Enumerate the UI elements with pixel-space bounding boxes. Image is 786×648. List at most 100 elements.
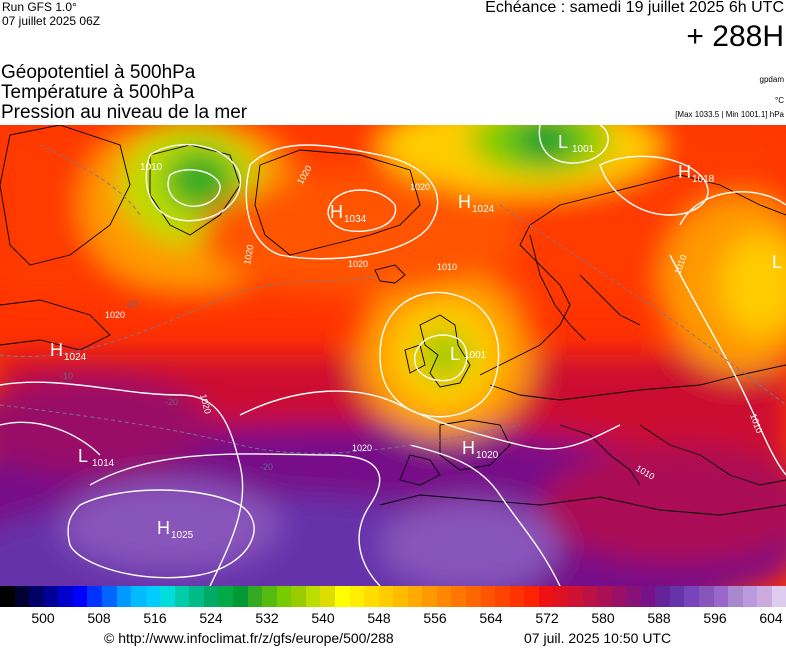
- svg-text:1034: 1034: [344, 214, 367, 225]
- color-scale-swatch: [203, 586, 219, 607]
- color-scale-swatch: [495, 586, 510, 607]
- color-scale-swatch: [305, 586, 321, 607]
- svg-text:L: L: [558, 132, 568, 152]
- isobar-label: 1020: [352, 443, 372, 453]
- color-scale-swatch: [509, 586, 525, 607]
- isotherms: [0, 144, 786, 454]
- color-scale-swatch: [699, 586, 714, 607]
- title-temperature: Température à 500hPa: [1, 82, 195, 103]
- color-scale-swatch: [480, 586, 496, 607]
- color-scale-swatch: [669, 586, 685, 607]
- color-scale-swatch: [291, 586, 306, 607]
- svg-text:1024: 1024: [472, 204, 495, 215]
- color-scale-swatch: [728, 586, 743, 607]
- svg-text:H: H: [678, 162, 691, 182]
- title-pressure: Pression au niveau de la mer: [1, 102, 248, 123]
- color-scale-swatch: [0, 586, 15, 607]
- isobar-label: 1020: [105, 310, 125, 320]
- color-scale-swatch: [174, 586, 190, 607]
- svg-text:1020: 1020: [476, 450, 499, 461]
- color-scale-swatch: [713, 586, 729, 607]
- title-geopotential: Géopotentiel à 500hPa: [1, 62, 196, 83]
- color-scale-tick: 604: [759, 610, 783, 626]
- svg-text:1024: 1024: [64, 352, 87, 363]
- color-scale-ticks: 500 508 516 524 532 540 548 556 564 572 580 588 596 6…: [0, 608, 786, 628]
- color-scale-swatch: [247, 586, 263, 607]
- forecast-offset: + 288H: [686, 20, 784, 53]
- color-scale-swatch: [349, 586, 365, 607]
- svg-text:H: H: [50, 340, 63, 360]
- unit-temperature: °C: [775, 96, 784, 105]
- svg-text:L: L: [450, 344, 460, 364]
- isotherm-label: -20: [260, 462, 273, 472]
- svg-text:L: L: [78, 446, 88, 466]
- color-scale-swatch: [87, 586, 102, 607]
- pressure-center-h-1020: H 1020: [462, 438, 499, 461]
- color-scale-tick: 556: [423, 610, 447, 626]
- color-scale-tick: 532: [255, 610, 279, 626]
- color-scale-swatch: [131, 586, 146, 607]
- color-scale-swatch: [101, 586, 117, 607]
- color-scale-swatch: [436, 586, 452, 607]
- isobars: [0, 125, 786, 586]
- svg-text:H: H: [330, 202, 343, 222]
- color-scale-swatch: [451, 586, 466, 607]
- svg-text:1025: 1025: [171, 530, 194, 541]
- color-scale-swatch: [742, 586, 758, 607]
- color-scale-swatch: [233, 586, 248, 607]
- footer-generated-time: 07 juil. 2025 10:50 UTC: [524, 630, 672, 646]
- color-scale-tick: 596: [703, 610, 727, 626]
- pressure-center-l-1010: 1010: [140, 162, 163, 173]
- color-scale-swatch: [218, 586, 233, 607]
- svg-text:1018: 1018: [692, 174, 715, 185]
- isobar-label: 1010: [437, 262, 457, 272]
- color-scale-swatch: [757, 586, 772, 607]
- pressure-center-h-1034: H 1034: [330, 202, 367, 225]
- unit-pressure-range: [Max 1033.5 | Min 1001.1] hPa: [675, 110, 784, 119]
- color-scale-tick: 580: [591, 610, 615, 626]
- svg-text:L: L: [772, 252, 782, 272]
- color-scale-tick: 548: [367, 610, 391, 626]
- isotherm-label: -20: [165, 397, 178, 407]
- color-scale-tick: 508: [87, 610, 111, 626]
- color-scale-swatch: [320, 586, 335, 607]
- weather-map[interactable]: H 1034 H 1024 L 1001 H 1018 H 1024 L 1001 L 101…: [0, 125, 786, 586]
- color-scale-swatch: [14, 586, 30, 607]
- color-scale-swatch: [771, 586, 786, 607]
- pressure-center-h-1018: H 1018: [678, 162, 715, 185]
- pressure-center-h-1025: H 1025: [157, 518, 194, 541]
- svg-text:1014: 1014: [92, 458, 115, 469]
- color-scale-swatch: [524, 586, 539, 607]
- color-scale-tick: 516: [143, 610, 167, 626]
- color-scale-tick: 572: [535, 610, 559, 626]
- color-scale-swatch: [422, 586, 437, 607]
- color-scale-swatch: [538, 586, 554, 607]
- svg-text:H: H: [462, 438, 475, 458]
- svg-text:H: H: [157, 518, 170, 538]
- pressure-center-labels: H 1034 H 1024 L 1001 H 1018 H 1024 L 1001 L 101…: [50, 132, 782, 541]
- color-scale-swatch: [43, 586, 59, 607]
- color-scale-tick: 500: [31, 610, 55, 626]
- pressure-center-l-east: L: [772, 252, 782, 272]
- color-scale-swatch: [116, 586, 132, 607]
- color-scale-swatch: [582, 586, 598, 607]
- run-date: 07 juillet 2025 06Z: [2, 14, 101, 28]
- color-scale-swatch: [160, 586, 175, 607]
- unit-geopotential: gpdam: [759, 75, 784, 84]
- color-scale-swatch: [189, 586, 204, 607]
- color-scale-swatch: [466, 586, 481, 607]
- color-scale-tick: 564: [479, 610, 503, 626]
- footer-source-url[interactable]: © http://www.infoclimat.fr/z/gfs/europe/…: [104, 630, 394, 646]
- svg-text:H: H: [458, 192, 471, 212]
- svg-text:1001: 1001: [572, 144, 595, 155]
- color-scale-swatch: [378, 586, 394, 607]
- color-scale-swatch: [684, 586, 699, 607]
- isobar-label: 1020: [410, 182, 430, 192]
- isotherm-label: -20: [125, 299, 138, 309]
- color-scale-swatch: [611, 586, 627, 607]
- color-scale-swatch: [597, 586, 612, 607]
- color-scale-swatch: [262, 586, 277, 607]
- color-scale-swatch: [640, 586, 656, 607]
- color-scale: [0, 586, 786, 607]
- isobar-label: 1020: [242, 244, 255, 265]
